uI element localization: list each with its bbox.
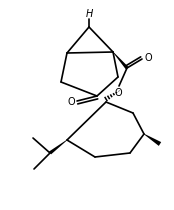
- Polygon shape: [49, 140, 67, 154]
- Polygon shape: [144, 134, 161, 146]
- Text: O: O: [144, 53, 152, 63]
- Text: O: O: [67, 97, 75, 107]
- Polygon shape: [113, 52, 128, 69]
- Text: H: H: [85, 9, 93, 19]
- Text: O: O: [114, 88, 122, 98]
